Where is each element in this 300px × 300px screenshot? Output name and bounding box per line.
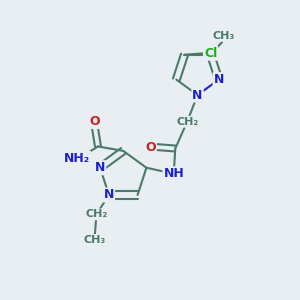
Text: CH₂: CH₂ [176,117,198,127]
Text: CH₂: CH₂ [85,209,108,219]
Text: NH₂: NH₂ [64,152,90,165]
Text: O: O [145,140,156,154]
Text: N: N [192,88,203,101]
Text: N: N [214,73,224,86]
Text: NH: NH [164,167,184,180]
Text: CH₃: CH₃ [212,31,235,41]
Text: Cl: Cl [204,47,217,60]
Text: CH₃: CH₃ [84,235,106,245]
Text: N: N [104,188,114,202]
Text: O: O [90,115,100,128]
Text: N: N [95,161,105,174]
